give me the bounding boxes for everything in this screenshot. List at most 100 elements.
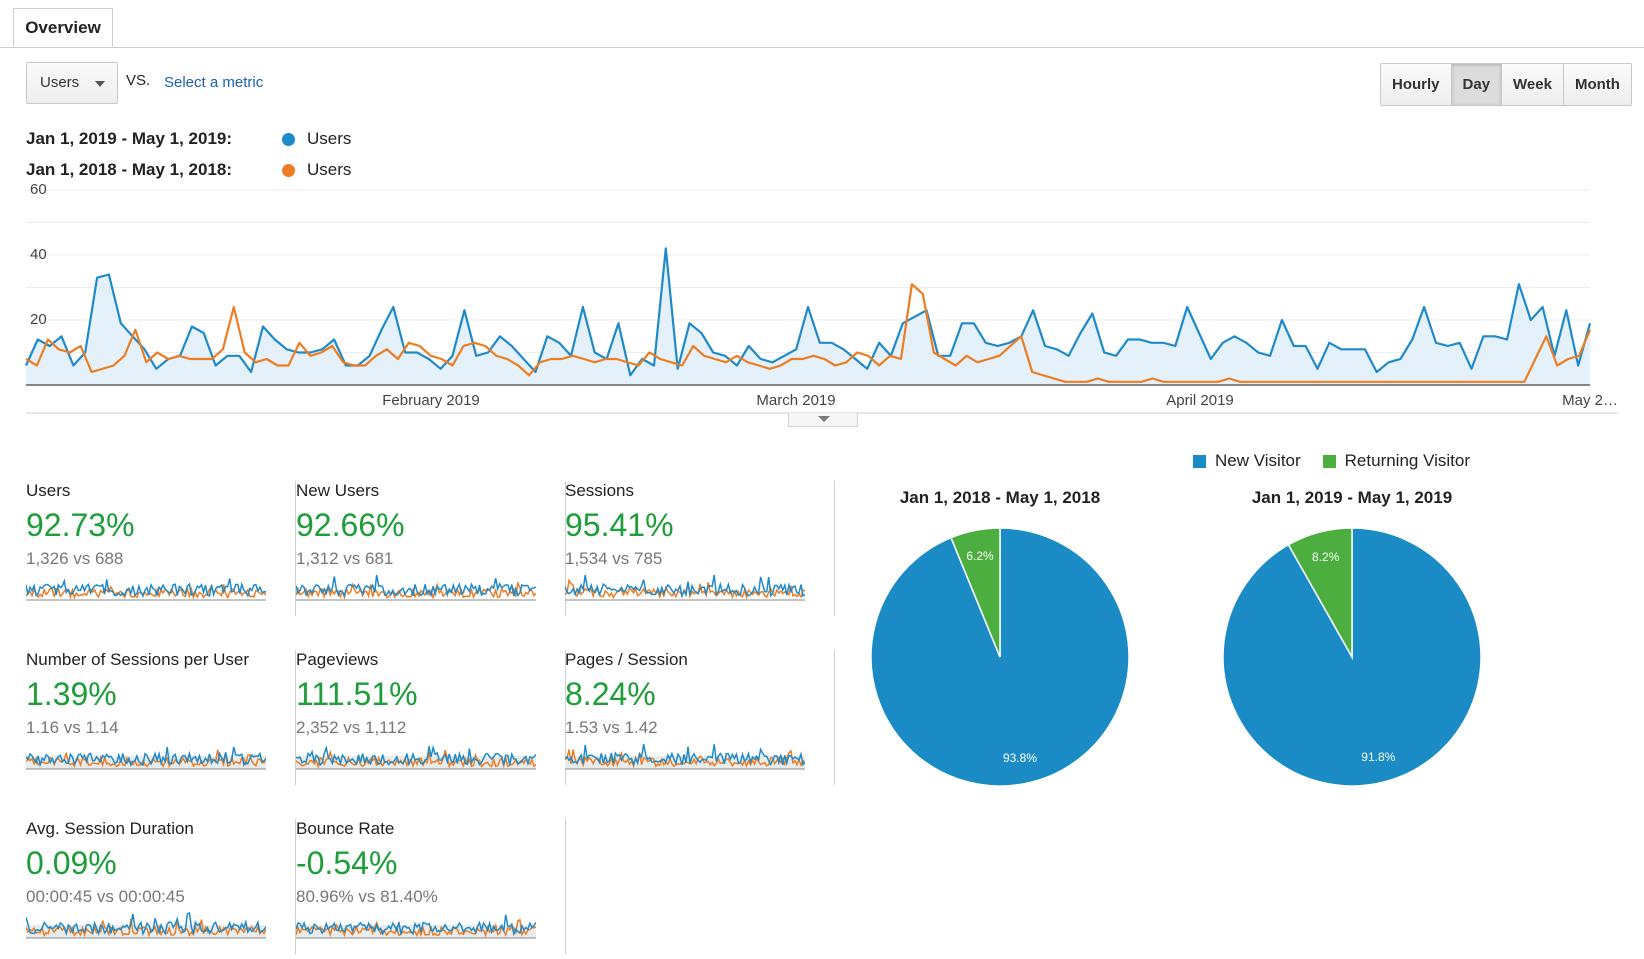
metric-label: Pageviews xyxy=(296,650,379,669)
card-divider xyxy=(565,481,566,616)
metric-sparkline xyxy=(565,574,805,601)
legend-row-2018: Jan 1, 2018 - May 1, 2018: Users xyxy=(26,160,351,180)
pie-slice-returning-visitor[interactable] xyxy=(1287,527,1353,660)
pie-title-2018: Jan 1, 2018 - May 1, 2018 xyxy=(899,488,1101,507)
card-divider xyxy=(565,819,566,954)
month-button[interactable]: Month xyxy=(1563,64,1631,105)
pie-legend-new-visitor: New Visitor xyxy=(1193,451,1301,471)
card-divider xyxy=(565,650,566,785)
metric-compare: 1.16 vs 1.14 xyxy=(26,718,119,737)
metric-compare: 2,352 vs 1,112 xyxy=(296,718,407,737)
metric-sparkline xyxy=(565,743,805,770)
pie-slice-label: 93.8% xyxy=(1003,751,1037,765)
metric-compare: 1,534 vs 785 xyxy=(565,549,663,568)
metric-dropdown[interactable]: Users xyxy=(26,62,118,104)
pie-slice-label: 8.2% xyxy=(1312,550,1340,564)
chevron-down-icon xyxy=(95,81,105,87)
metric-label: Avg. Session Duration xyxy=(26,819,194,838)
hourly-button[interactable]: Hourly xyxy=(1381,64,1452,105)
series-line-2019 xyxy=(24,247,1592,377)
pie-chart-2019[interactable]: 8.2% 91.8% xyxy=(1222,527,1482,787)
pie-slice-returning-visitor[interactable] xyxy=(950,527,1001,658)
pie-slice-label: 91.8% xyxy=(1361,750,1395,764)
metric-card-sessions[interactable]: Sessions 95.41% 1,534 vs 785 xyxy=(565,481,835,621)
series-line-2018 xyxy=(25,283,1592,383)
card-divider xyxy=(295,650,296,785)
pie-legend: New Visitor Returning Visitor xyxy=(1193,451,1492,471)
card-divider xyxy=(295,819,296,954)
legend-range: Jan 1, 2018 - May 1, 2018: xyxy=(26,160,233,179)
pie-title-2019: Jan 1, 2019 - May 1, 2019 xyxy=(1251,488,1453,507)
sparkline-series xyxy=(565,743,805,767)
metric-card-pages-per-session[interactable]: Pages / Session 8.24% 1.53 vs 1.42 xyxy=(565,650,835,790)
sparkline-series xyxy=(296,914,536,937)
metric-card-users[interactable]: Users 92.73% 1,326 vs 688 xyxy=(26,481,296,621)
metric-card-bounce-rate[interactable]: Bounce Rate -0.54% 80.96% vs 81.40% xyxy=(296,819,566,959)
day-button[interactable]: Day xyxy=(1451,64,1503,105)
sparkline-series xyxy=(296,918,536,938)
metric-label: Bounce Rate xyxy=(296,819,395,838)
metric-card-sessions-per-user[interactable]: Number of Sessions per User 1.39% 1.16 vs … xyxy=(26,650,296,790)
users-line-chart[interactable]: 60 40 20 February 2019 March 2019 April 2019 M… xyxy=(0,180,1644,420)
metric-label: Users xyxy=(26,481,71,500)
metric-change: 92.73% xyxy=(26,507,135,543)
chart-collapse-handle[interactable] xyxy=(788,413,858,427)
sparkline-series xyxy=(565,749,805,769)
legend-row-2019: Jan 1, 2019 - May 1, 2019: Users xyxy=(26,129,351,149)
metric-dropdown-label: Users xyxy=(40,74,80,91)
chevron-down-icon xyxy=(818,416,830,422)
metric-compare: 1.53 vs 1.42 xyxy=(565,718,658,737)
sparkline-series xyxy=(296,744,536,767)
select-metric-link[interactable]: Select a metric xyxy=(164,74,264,91)
legend-swatch-icon xyxy=(1322,454,1336,468)
metric-sparkline xyxy=(26,746,266,770)
series-dot-icon xyxy=(282,163,295,177)
metric-sparkline xyxy=(296,744,536,770)
metric-change: 111.51% xyxy=(296,676,418,712)
metric-change: 1.39% xyxy=(26,676,117,712)
tab-overview[interactable]: Overview xyxy=(13,8,113,47)
metric-card-new-users[interactable]: New Users 92.66% 1,312 vs 681 xyxy=(296,481,566,621)
metric-compare: 00:00:45 vs 00:00:45 xyxy=(26,887,185,906)
tab-bar: Overview xyxy=(0,0,1644,48)
metric-sparkline xyxy=(296,914,536,939)
metric-label: New Users xyxy=(296,481,380,500)
y-tick-label: 20 xyxy=(30,311,47,328)
card-divider xyxy=(295,481,296,616)
pie-slice-label: 6.2% xyxy=(966,549,994,563)
sparkline-series xyxy=(26,578,266,598)
metric-change: 95.41% xyxy=(565,507,674,543)
sparkline-series xyxy=(296,749,536,770)
metric-compare: 1,326 vs 688 xyxy=(26,549,124,568)
week-button[interactable]: Week xyxy=(1502,64,1564,105)
metric-label: Number of Sessions per User xyxy=(26,650,249,669)
vs-label: VS. xyxy=(126,72,151,89)
series-dot-icon xyxy=(282,132,295,146)
sparkline-series xyxy=(296,574,536,598)
x-axis-label: February 2019 xyxy=(382,392,480,409)
x-axis-label: May 2… xyxy=(1562,392,1618,409)
metric-compare: 80.96% vs 81.40% xyxy=(296,887,438,906)
legend-series: Users xyxy=(307,160,352,179)
card-divider xyxy=(834,650,835,785)
metric-compare: 1,312 vs 681 xyxy=(296,549,394,568)
granularity-buttons: Hourly Day Week Month xyxy=(1380,63,1632,106)
sparkline-series xyxy=(296,580,536,601)
pie-legend-label: New Visitor xyxy=(1215,451,1301,470)
pie-legend-label: Returning Visitor xyxy=(1344,451,1471,470)
sparkline-series xyxy=(565,574,805,599)
metric-sparkline xyxy=(296,574,536,601)
metric-sparkline xyxy=(26,911,266,939)
metric-card-avg-session-duration[interactable]: Avg. Session Duration 0.09% 00:00:45 vs 00… xyxy=(26,819,296,959)
pie-chart-2018[interactable]: 6.2% 93.8% xyxy=(870,527,1130,787)
metric-label: Pages / Session xyxy=(565,650,688,669)
metric-change: 8.24% xyxy=(565,676,656,712)
metric-change: 92.66% xyxy=(296,507,405,543)
metric-card-pageviews[interactable]: Pageviews 111.51% 2,352 vs 1,112 xyxy=(296,650,566,790)
sparkline-series xyxy=(26,746,266,768)
series-area xyxy=(26,248,1590,385)
metric-sparkline xyxy=(26,578,266,601)
metric-change: -0.54% xyxy=(296,845,398,881)
legend-swatch-icon xyxy=(1193,454,1206,468)
sparkline-series xyxy=(26,911,266,937)
